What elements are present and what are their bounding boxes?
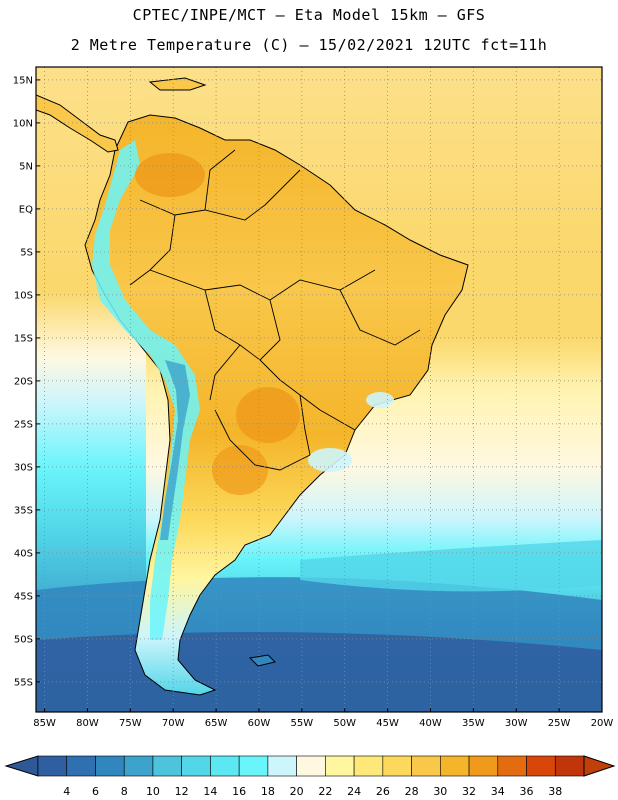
lon-tick-label: 20W <box>591 718 614 729</box>
colorbar-label: 6 <box>92 785 99 798</box>
colorbar-swatch <box>123 755 154 777</box>
lon-tick-label: 55W <box>291 718 314 729</box>
lat-tick-label: 10N <box>13 118 33 129</box>
colorbar-label: 24 <box>347 785 361 798</box>
colorbar-label: 36 <box>520 785 534 798</box>
lat-tick-label: 5N <box>19 161 33 172</box>
colorbar-label: 16 <box>232 785 246 798</box>
colorbar-label: 30 <box>433 785 447 798</box>
colorbar-label: 10 <box>146 785 160 798</box>
falklands-island <box>248 654 276 667</box>
lat-tick-label: 55S <box>14 677 33 688</box>
colorbar-swatch <box>325 755 355 777</box>
colorbar-label: 28 <box>405 785 419 798</box>
colorbar-swatch <box>95 755 125 777</box>
lat-tick-label: 45S <box>14 591 33 602</box>
lat-tick-label: 50S <box>14 634 33 645</box>
colorbar-swatch <box>554 755 585 777</box>
colorbar-label: 38 <box>548 785 562 798</box>
lon-tick-label: 50W <box>333 718 356 729</box>
colorbar-label: 22 <box>318 785 332 798</box>
colorbar-swatch <box>296 755 326 777</box>
colorbar-label: 18 <box>261 785 275 798</box>
map-title-line1: CPTEC/INPE/MCT – Eta Model 15km – GFS <box>132 6 486 24</box>
lon-tick-label: 35W <box>462 718 485 729</box>
colorbar-swatch <box>267 755 297 777</box>
warm-patch-paraguay <box>236 387 300 443</box>
country-borders <box>129 149 421 471</box>
andes-high-peaks <box>160 360 190 540</box>
warm-patch-argentina <box>212 445 268 495</box>
lon-tick-label: 60W <box>248 718 271 729</box>
colorbar-swatch <box>66 755 96 777</box>
lat-tick-label: 15N <box>13 75 33 86</box>
lon-tick-label: 30W <box>505 718 528 729</box>
lat-tick-label: 15S <box>14 333 33 344</box>
colorbar-swatch <box>37 755 68 777</box>
map-plot-area <box>36 67 602 712</box>
colorbar-swatch <box>382 755 412 777</box>
lon-tick-label: 80W <box>76 718 99 729</box>
colorbar-swatch <box>238 755 269 777</box>
central-america-land <box>36 94 119 153</box>
lat-tick-label: 20S <box>14 376 33 387</box>
colorbar-swatch <box>526 755 556 777</box>
lat-tick-label: 30S <box>14 462 33 473</box>
colorbar-label: 14 <box>203 785 217 798</box>
atlantic-cold-band <box>300 540 602 592</box>
temperature-colorbar: 4 6 8 10 12 14 16 18 20 22 24 26 28 30 32 34 36 38 <box>4 755 616 798</box>
lon-tick-label: 25W <box>548 718 571 729</box>
lon-tick-label: 65W <box>205 718 228 729</box>
lon-tick-label: 85W <box>33 718 56 729</box>
colorbar-label: 26 <box>376 785 390 798</box>
lat-tick-label: 35S <box>14 505 33 516</box>
colorbar-swatch <box>497 755 527 777</box>
colorbar-swatch <box>440 755 470 777</box>
latitude-axis: 15N 10N 5N EQ 5S 10S 15S 20S 25S 30S 35S 40S 45S 50S 5… <box>13 75 40 688</box>
colorbar-swatch <box>353 755 384 777</box>
longitude-axis: 85W 80W 75W 70W 65W 60W 55W 50W 45W 40W 35W 30W 25W 2… <box>33 708 613 729</box>
lat-tick-label: 40S <box>14 548 33 559</box>
lat-tick-label: EQ <box>19 204 33 215</box>
colorbar-swatch <box>468 755 499 777</box>
colorbar-swatch <box>411 755 441 777</box>
colorbar-label: 20 <box>290 785 304 798</box>
colorbar-label: 12 <box>175 785 189 798</box>
cool-patch-south-brazil <box>308 448 352 472</box>
caribbean-island <box>148 77 207 91</box>
colorbar-label: 32 <box>462 785 476 798</box>
southern-ocean-cold <box>36 632 602 712</box>
lon-tick-label: 45W <box>376 718 399 729</box>
lon-tick-label: 75W <box>119 718 142 729</box>
map-frame <box>35 66 603 713</box>
warm-patch-venezuela <box>135 153 205 197</box>
colorbar-swatch <box>210 755 240 777</box>
lat-tick-label: 25S <box>14 419 33 430</box>
lon-tick-label: 70W <box>162 718 185 729</box>
colorbar-label: 4 <box>63 785 70 798</box>
lon-tick-label: 40W <box>419 718 442 729</box>
colorbar-label: 34 <box>491 785 505 798</box>
colorbar-swatch <box>152 755 182 777</box>
map-title-line2: 2 Metre Temperature (C) – 15/02/2021 12U… <box>70 36 548 54</box>
colorbar-arrow-right <box>583 755 616 777</box>
cool-patch-southeast <box>366 392 394 408</box>
colorbar-swatch <box>181 755 211 777</box>
lat-tick-label: 10S <box>14 290 33 301</box>
colorbar-arrow-left <box>4 755 39 777</box>
colorbar-label: 8 <box>121 785 128 798</box>
lat-tick-label: 5S <box>20 247 33 258</box>
